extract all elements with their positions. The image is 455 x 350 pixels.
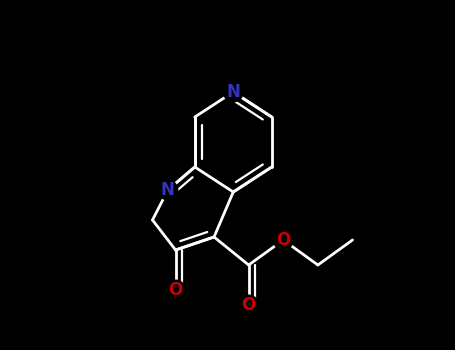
Text: N: N (226, 83, 240, 101)
Circle shape (239, 295, 258, 315)
Circle shape (273, 230, 293, 250)
Text: O: O (242, 296, 256, 314)
Text: O: O (168, 281, 183, 299)
Circle shape (166, 280, 185, 300)
Text: N: N (161, 181, 175, 199)
Circle shape (158, 180, 178, 200)
Text: O: O (276, 231, 290, 249)
Circle shape (223, 82, 243, 102)
